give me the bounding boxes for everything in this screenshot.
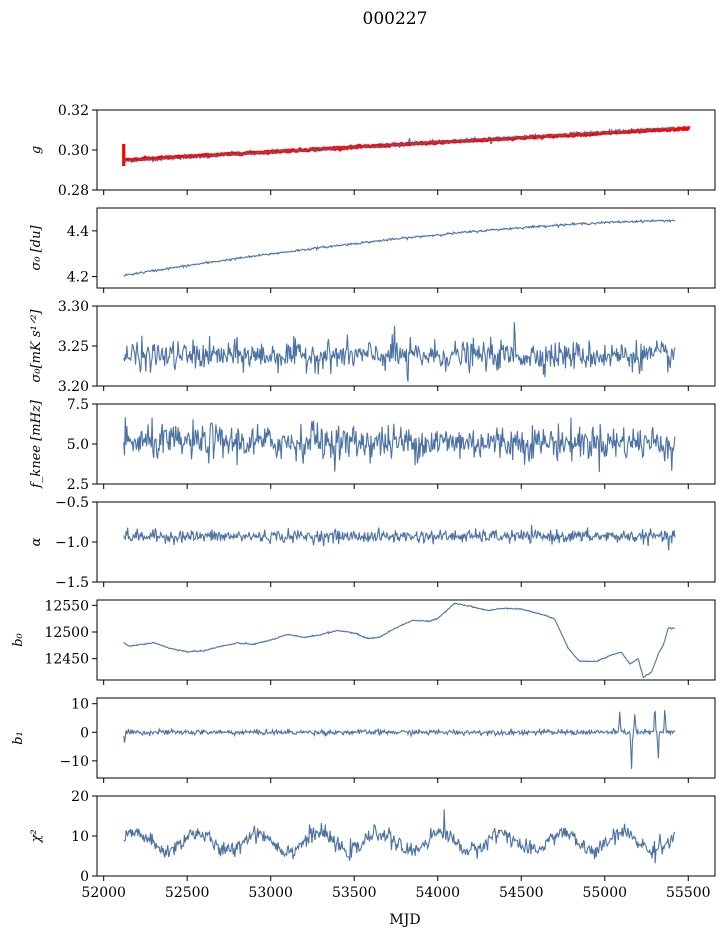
ytick-label-sigma0_mKs-1: 3.25 <box>58 339 89 355</box>
xtick-label-5: 54500 <box>499 885 544 901</box>
ytick-label-chi2-1: 10 <box>71 829 89 845</box>
series-line-sigma0_du <box>123 218 676 277</box>
ytick-label-b0-0: 12450 <box>44 652 89 668</box>
axes-frame-chi2 <box>96 795 716 877</box>
ytick-label-fknee-2: 7.5 <box>67 397 89 413</box>
axes-frame-g <box>96 109 716 191</box>
panel-b0: 12450 12500 12550 b₀ <box>11 598 716 685</box>
ylabel-alpha: α <box>29 537 44 546</box>
xtick-label-7: 55500 <box>666 885 711 901</box>
figure-title: 000227 <box>363 9 428 29</box>
panel-stack: 0.28 0.30 0.32 g 4.2 4.4 σ₀ [du] 3.20 3.25 3.30 σ₀… <box>11 103 716 901</box>
axes-frame-sigma0_du <box>96 207 716 289</box>
ylabel-chi2: χ² <box>29 829 44 843</box>
ylabel-fknee: f_knee [mHz] <box>29 399 44 489</box>
panel-sigma0_mKs: 3.20 3.25 3.30 σ₀[mK s¹ᐟ²] <box>29 299 716 395</box>
series-line-sigma0_mKs <box>123 322 676 382</box>
panel-alpha: −1.5 −1.0 −0.5 α <box>29 495 716 591</box>
ytick-label-alpha-0: −1.5 <box>55 575 89 591</box>
panel-g: 0.28 0.30 0.32 g <box>29 103 716 199</box>
xtick-label-6: 55000 <box>582 885 627 901</box>
axes-frame-b0 <box>96 599 716 681</box>
ytick-label-alpha-2: −0.5 <box>55 495 89 511</box>
series-line-chi2 <box>123 809 676 864</box>
ylabel-b1: b₁ <box>11 731 26 745</box>
ytick-label-alpha-1: −1.0 <box>55 535 89 551</box>
panel-sigma0_du: 4.2 4.4 σ₀ [du] <box>29 207 716 293</box>
ytick-label-fknee-0: 2.5 <box>67 477 89 493</box>
ytick-label-sigma0_mKs-0: 3.20 <box>58 379 89 395</box>
panel-chi2: 0 10 20 52000 52500 53000 53500 54000 54500 55000… <box>29 789 716 901</box>
ylabel-g: g <box>29 146 44 154</box>
xtick-label-0: 52000 <box>81 885 126 901</box>
xtick-label-4: 54000 <box>415 885 460 901</box>
panel-fknee: 2.5 5.0 7.5 f_knee [mHz] <box>29 397 716 493</box>
series-line-b0 <box>123 602 675 679</box>
ytick-label-b1-2: 10 <box>71 697 89 713</box>
ytick-label-b1-1: 0 <box>80 725 89 741</box>
ytick-label-b0-2: 12550 <box>44 598 89 614</box>
ylabel-sigma0_mKs: σ₀[mK s¹ᐟ²] <box>29 309 44 383</box>
series-line-b1 <box>123 710 676 769</box>
series-line-top-g <box>123 126 676 164</box>
xtick-label-3: 53500 <box>332 885 377 901</box>
series-line-fknee <box>123 417 676 473</box>
xtick-label-2: 53000 <box>248 885 293 901</box>
overlay-line-g <box>122 126 691 166</box>
ytick-label-chi2-0: 0 <box>80 869 89 885</box>
x-axis-label: MJD <box>389 912 420 928</box>
ytick-label-b1-0: −10 <box>59 754 89 770</box>
ytick-label-b0-1: 12500 <box>44 625 89 641</box>
ytick-label-fknee-1: 5.0 <box>67 437 89 453</box>
ytick-label-g-1: 0.30 <box>58 143 89 159</box>
ytick-label-sigma0_du-1: 4.4 <box>67 224 89 240</box>
ylabel-b0: b₀ <box>11 632 26 646</box>
panel-b1: −10 0 10 b₁ <box>11 697 716 783</box>
ytick-label-sigma0_mKs-2: 3.30 <box>58 299 89 315</box>
ytick-label-sigma0_du-0: 4.2 <box>67 270 89 286</box>
ytick-label-chi2-2: 20 <box>71 789 89 805</box>
xtick-label-1: 52500 <box>165 885 210 901</box>
axes-frame-alpha <box>96 501 716 583</box>
ytick-label-g-2: 0.32 <box>58 103 89 119</box>
series-line-alpha <box>123 524 676 551</box>
ytick-label-g-0: 0.28 <box>58 183 89 199</box>
ylabel-sigma0_du: σ₀ [du] <box>29 225 44 271</box>
axes-frame-b1 <box>96 697 716 779</box>
